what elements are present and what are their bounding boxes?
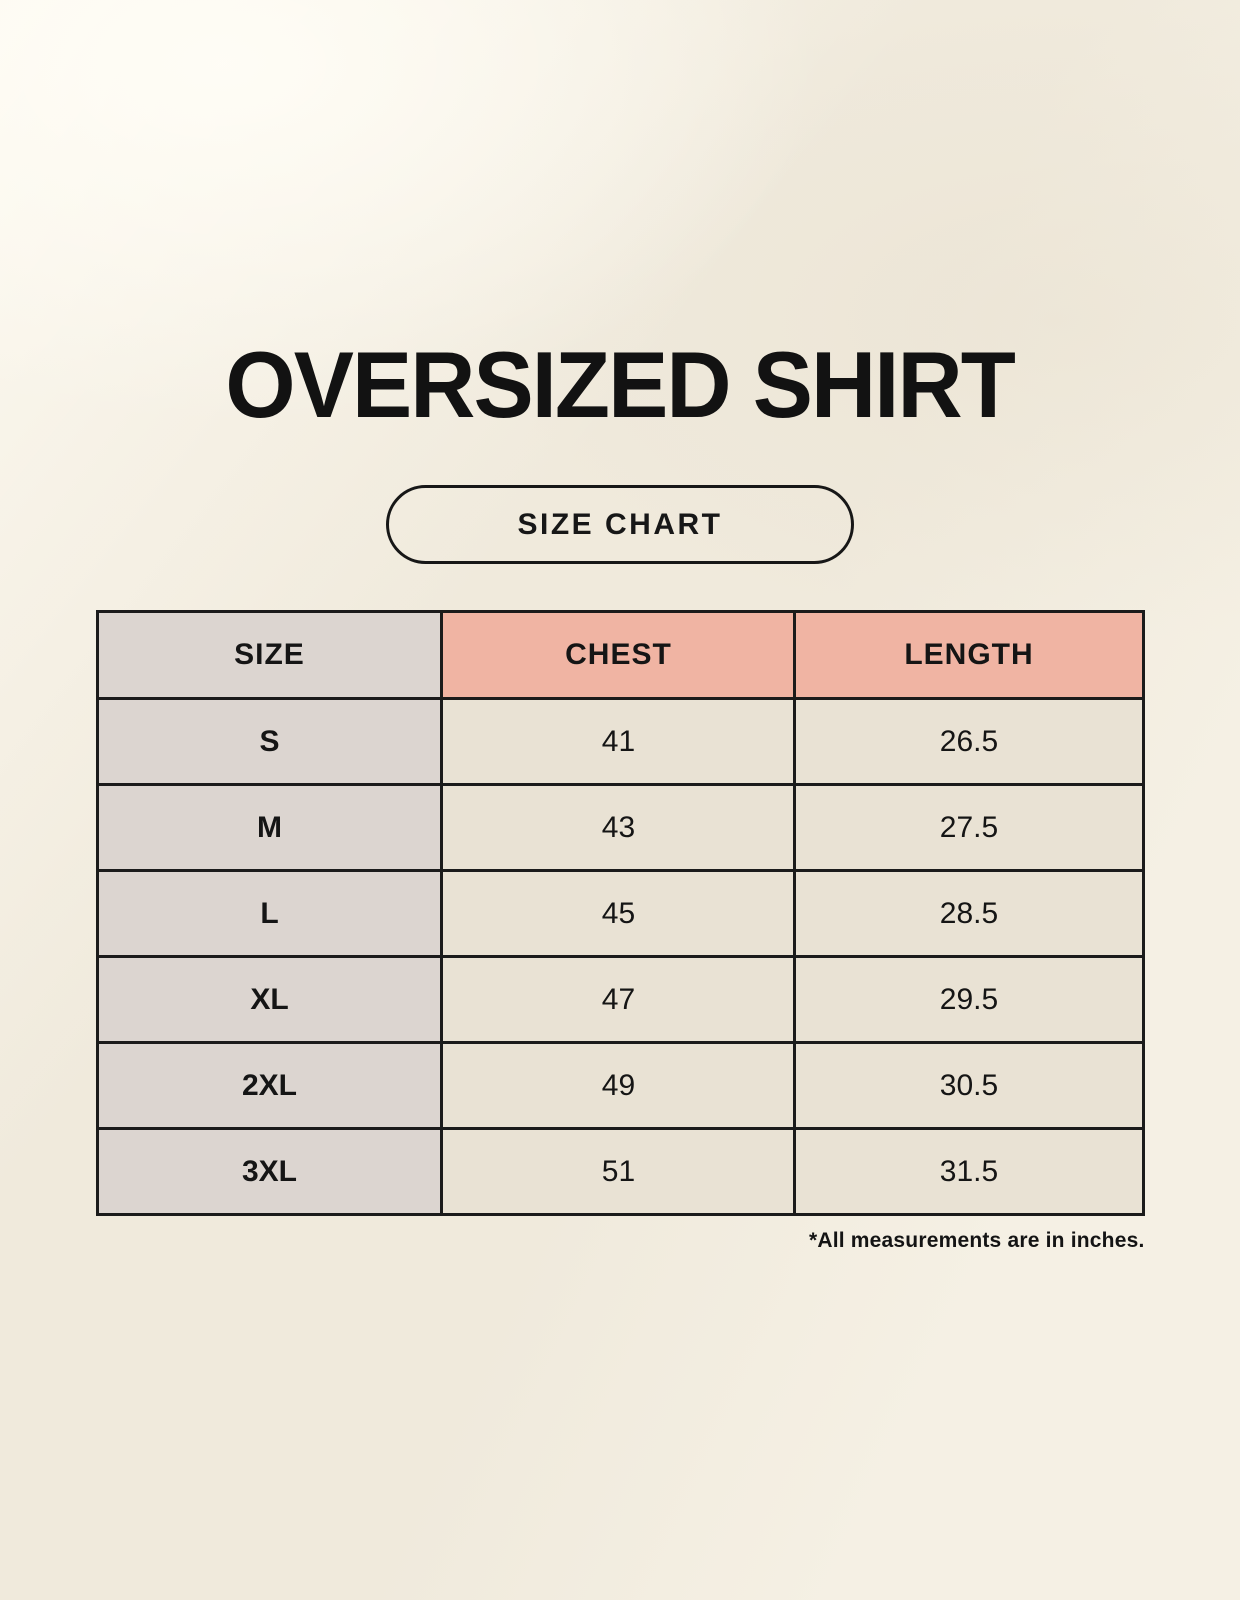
chest-cell: 51: [440, 1127, 797, 1216]
chest-cell: 47: [440, 955, 797, 1044]
chest-cell: 41: [440, 697, 797, 786]
column-header-size: SIZE: [95, 610, 444, 700]
size-cell: M: [95, 783, 444, 872]
column-header-length: LENGTH: [793, 610, 1145, 700]
table-row: XL 47 29.5: [95, 955, 1145, 1044]
table-row: 3XL 51 31.5: [95, 1127, 1145, 1216]
size-cell: 3XL: [95, 1127, 444, 1216]
column-header-chest: CHEST: [440, 610, 797, 700]
chest-cell: 45: [440, 869, 797, 958]
length-cell: 30.5: [793, 1041, 1145, 1130]
length-cell: 31.5: [793, 1127, 1145, 1216]
table-row: S 41 26.5: [95, 697, 1145, 786]
length-cell: 29.5: [793, 955, 1145, 1044]
table-header-row: SIZE CHEST LENGTH: [95, 610, 1145, 700]
length-cell: 26.5: [793, 697, 1145, 786]
size-cell: S: [95, 697, 444, 786]
length-cell: 27.5: [793, 783, 1145, 872]
table-row: L 45 28.5: [95, 869, 1145, 958]
table-row: M 43 27.5: [95, 783, 1145, 872]
page-title: OVERSIZED SHIRT: [225, 332, 1016, 437]
size-cell: 2XL: [95, 1041, 444, 1130]
table-row: 2XL 49 30.5: [95, 1041, 1145, 1130]
chest-cell: 49: [440, 1041, 797, 1130]
length-cell: 28.5: [793, 869, 1145, 958]
chest-cell: 43: [440, 783, 797, 872]
size-chart-badge: SIZE CHART: [386, 485, 854, 564]
size-chart-badge-label: SIZE CHART: [517, 507, 723, 541]
size-cell: L: [95, 869, 444, 958]
size-cell: XL: [95, 955, 444, 1044]
size-chart-table: SIZE CHEST LENGTH S 41 26.5 M 43 27.5 L …: [95, 610, 1145, 1216]
measurements-footnote: *All measurements are in inches.: [808, 1229, 1145, 1252]
